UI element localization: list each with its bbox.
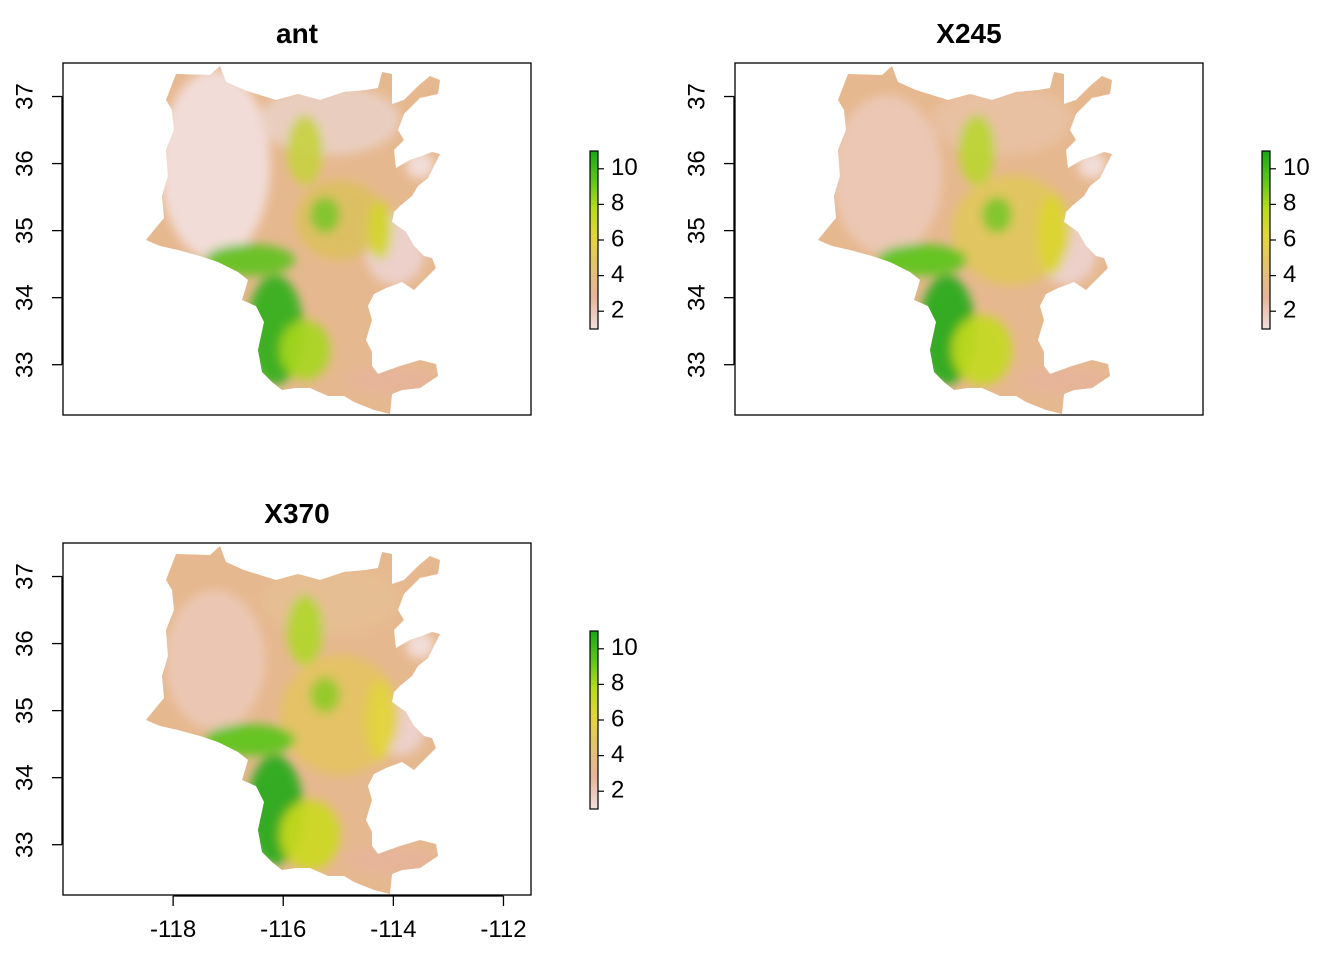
y-tick-label: 33 — [11, 351, 38, 378]
raster-map — [146, 546, 440, 894]
y-axis: 33 34 35 36 37 — [11, 563, 63, 858]
raster-values — [165, 565, 435, 874]
color-legend: 2 4 6 8 10 — [589, 630, 638, 810]
raster-gradient — [160, 70, 435, 394]
legend-tick-label: 10 — [611, 154, 638, 181]
y-tick-label: 37 — [683, 83, 710, 110]
y-tick-label: 37 — [11, 563, 38, 590]
raster-cell-cluster — [406, 151, 434, 179]
legend-tick-label: 8 — [611, 670, 624, 697]
raster-cell-cluster — [260, 565, 400, 635]
legend-tick-label: 6 — [1283, 225, 1296, 252]
legend-colorbar — [589, 150, 599, 330]
color-legend: 2 4 6 8 10 — [1261, 150, 1310, 330]
plot-frame — [734, 62, 1204, 416]
raster-cell-cluster — [260, 85, 400, 155]
legend-tick-label: 10 — [1283, 154, 1310, 181]
legend-tick-label: 6 — [611, 225, 624, 252]
raster-cell-cluster — [982, 197, 1012, 233]
raster-cell-cluster — [280, 320, 330, 380]
raster-map — [818, 66, 1112, 414]
y-tick-label: 36 — [683, 150, 710, 177]
raster-cell-cluster — [1038, 195, 1066, 275]
x-tick-label: -112 — [480, 916, 526, 943]
plot-frame — [62, 542, 532, 896]
raster-cell-cluster — [932, 85, 1072, 155]
raster-cell-cluster — [287, 595, 323, 665]
legend-tick-label: 8 — [611, 190, 624, 217]
y-tick-label: 37 — [11, 83, 38, 110]
raster-cell-cluster — [952, 315, 1012, 385]
raster-values — [832, 85, 1107, 394]
raster-gradient — [165, 565, 435, 874]
legend-tick-label: 2 — [611, 777, 624, 804]
raster-cell-cluster — [205, 724, 295, 756]
raster-cell-cluster — [1078, 151, 1106, 179]
legend-colorbar — [589, 630, 599, 810]
raster-gradient — [832, 85, 1107, 394]
legend-tick-label: 2 — [1283, 297, 1296, 324]
legend-colorbar — [1261, 150, 1271, 330]
y-tick-label: 35 — [11, 697, 38, 724]
y-axis: 33 34 35 36 37 — [11, 83, 63, 378]
x-tick-label: -116 — [260, 916, 306, 943]
map-panel-1: ant 33 34 35 36 37 2 4 6 8 10 — [11, 18, 638, 416]
legend-tick-label: 10 — [611, 634, 638, 661]
panel-title: X245 — [936, 18, 1001, 49]
raster-cell-cluster — [160, 70, 270, 260]
raster-cell-cluster — [345, 846, 435, 874]
raster-cell-cluster — [368, 200, 392, 260]
color-legend: 2 4 6 8 10 — [589, 150, 638, 330]
legend-tick-label: 4 — [1283, 261, 1296, 288]
y-tick-label: 34 — [683, 284, 710, 311]
raster-cell-cluster — [345, 366, 435, 394]
raster-cell-cluster — [280, 800, 340, 870]
legend-tick-label: 4 — [611, 261, 624, 288]
raster-cell-cluster — [832, 95, 942, 255]
y-tick-label: 35 — [11, 217, 38, 244]
y-tick-label: 36 — [11, 630, 38, 657]
legend-tick-label: 8 — [1283, 190, 1296, 217]
panel-title: X370 — [264, 498, 329, 529]
y-tick-label: 35 — [683, 217, 710, 244]
raster-cell-cluster — [310, 197, 340, 233]
plot-frame — [62, 62, 532, 416]
panel-title: ant — [276, 18, 318, 49]
raster-cell-cluster — [310, 677, 340, 713]
raster-cell-cluster — [205, 244, 295, 276]
x-axis: -118 -116 -114 -112 — [150, 895, 527, 943]
raster-cell-cluster — [959, 115, 995, 185]
y-tick-label: 33 — [683, 351, 710, 378]
legend-tick-label: 6 — [611, 705, 624, 732]
raster-map — [146, 66, 440, 414]
map-panel-2: X245 33 34 35 36 37 2 4 6 8 10 — [683, 18, 1310, 416]
map-panel-3: X370 33 34 35 36 37 -118 -116 -114 -112 2 4 6 8 10 — [11, 498, 637, 943]
legend-tick-label: 4 — [611, 741, 624, 768]
raster-cell-cluster — [877, 244, 967, 276]
y-tick-label: 34 — [11, 284, 38, 311]
raster-cell-cluster — [287, 115, 323, 185]
y-axis: 33 34 35 36 37 — [683, 83, 735, 378]
x-tick-label: -114 — [370, 916, 416, 943]
raster-values — [160, 70, 435, 394]
y-tick-label: 34 — [11, 764, 38, 791]
raster-cell-cluster — [165, 590, 265, 730]
raster-cell-cluster — [1017, 366, 1107, 394]
raster-cell-cluster — [406, 631, 434, 659]
raster-cell-cluster — [366, 680, 394, 760]
y-tick-label: 33 — [11, 831, 38, 858]
legend-tick-label: 2 — [611, 297, 624, 324]
y-tick-label: 36 — [11, 150, 38, 177]
x-tick-label: -118 — [150, 916, 196, 943]
